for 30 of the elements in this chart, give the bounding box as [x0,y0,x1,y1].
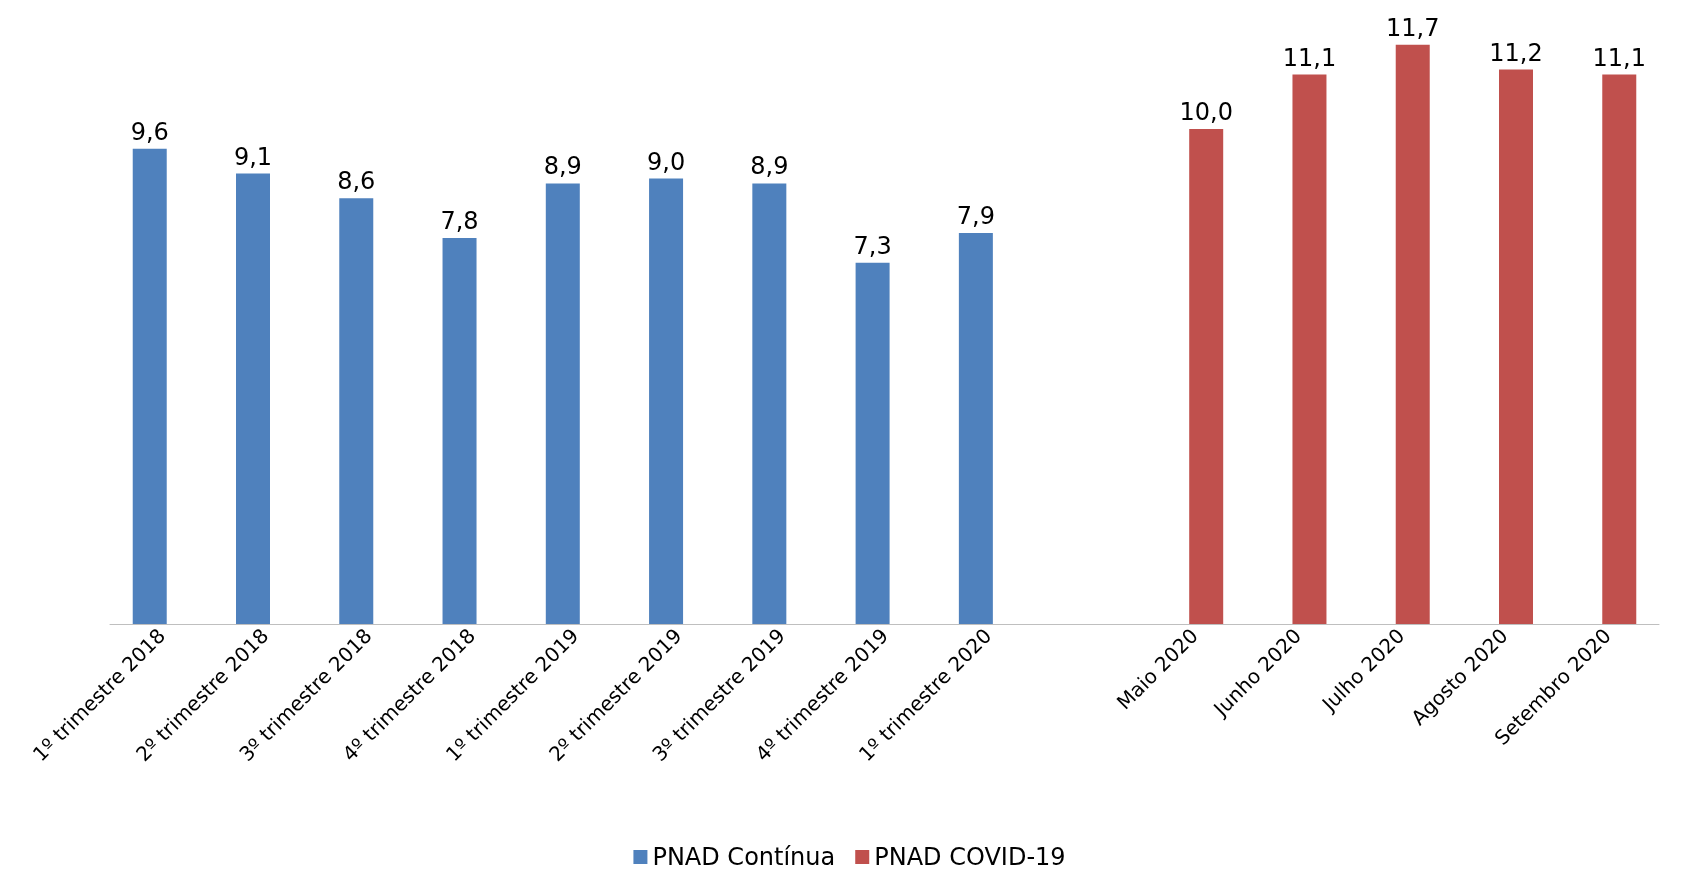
data-label: 11,7 [1386,13,1440,42]
bar [1189,129,1224,624]
bar [752,183,787,624]
data-label: 9,0 [646,147,686,176]
data-label: 10,0 [1179,98,1233,126]
legend-label: PNAD COVID-19 [874,843,1066,871]
bar [1292,74,1327,624]
data-label: 9,6 [130,117,169,146]
data-label: 11,1 [1282,43,1337,72]
data-label: 8,9 [750,152,789,181]
bar [649,178,684,624]
bar [442,237,477,624]
bar [339,198,374,624]
bar [545,183,580,624]
bar [855,262,890,624]
data-label: 9,1 [233,142,273,171]
data-label: 7,9 [956,201,995,230]
data-label: 8,6 [337,167,376,196]
bar [1602,74,1637,624]
data-label: 7,3 [853,231,892,260]
bar [1395,44,1430,624]
data-label: 8,9 [543,152,582,181]
bar [1499,69,1533,624]
legend-label: PNAD Contínua [652,843,836,871]
bar [958,232,993,624]
data-label: 11,2 [1489,38,1543,67]
data-label: 11,1 [1592,43,1646,72]
data-label: 7,8 [440,206,479,235]
bar [132,148,167,624]
bar [236,173,270,624]
